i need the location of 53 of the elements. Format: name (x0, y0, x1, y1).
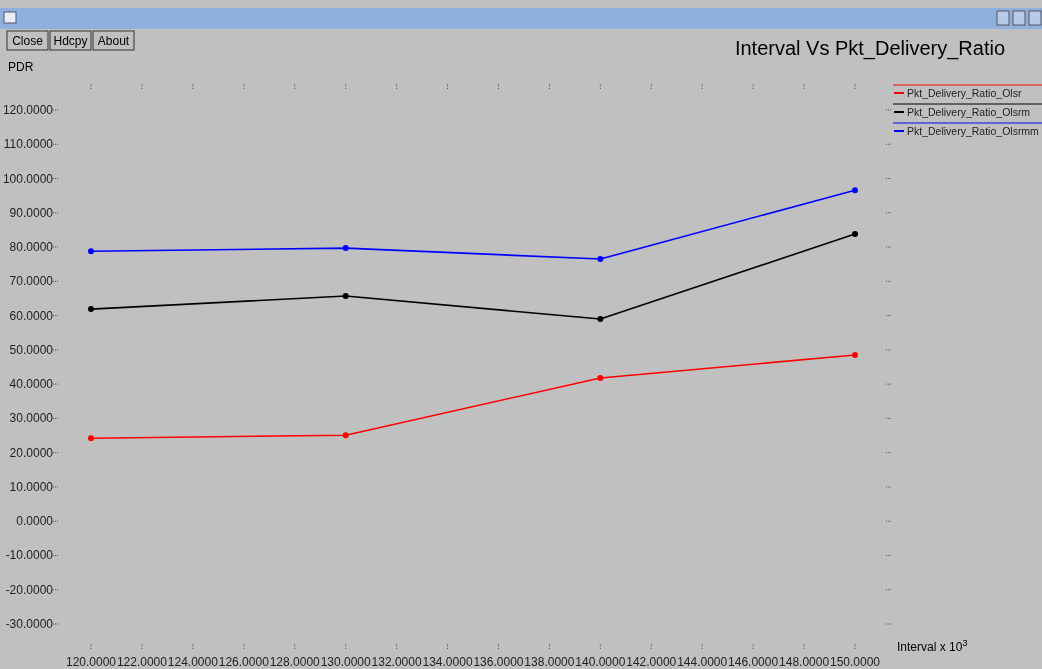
y-tick-label: 70.0000 (9, 274, 54, 289)
x-tick-label: 130.0000 (320, 655, 372, 669)
point (88, 435, 94, 442)
x-tick-label: 136.0000 (473, 655, 524, 669)
y-tick-label: 110.0000 (3, 137, 54, 152)
y-tick-label: -20.0000 (5, 582, 54, 597)
x-tick-label: 150.0000 (829, 655, 881, 669)
point (597, 256, 604, 263)
point (852, 187, 858, 194)
x-tick-label: 120.0000 (65, 655, 117, 669)
y-tick-label: -10.0000 (5, 548, 54, 563)
x-tick-label: 140.0000 (575, 655, 626, 669)
x-tick-label: 128.0000 (269, 655, 321, 669)
button: About (92, 30, 135, 51)
x-tick-label: 134.0000 (422, 655, 473, 669)
y-tick-label: 90.0000 (9, 205, 54, 220)
x-tick-label: 124.0000 (167, 655, 219, 669)
y-axis-title: PDR (8, 60, 34, 74)
y-tick-label: 30.0000 (9, 411, 54, 426)
button: Close (6, 30, 49, 51)
y-tick-label: 10.0000 (9, 479, 54, 494)
y-tick-label: 120.0000 (2, 103, 54, 117)
y-tick-label: 20.0000 (9, 445, 54, 460)
y-tick-label: 80.0000 (9, 240, 54, 255)
point (342, 293, 349, 300)
x-tick-label: 146.0000 (728, 655, 779, 669)
point (597, 316, 604, 323)
x-tick-label: 132.0000 (371, 655, 422, 669)
x-tick-label: 148.0000 (779, 655, 830, 669)
point (852, 352, 858, 359)
point (342, 245, 349, 252)
x-tick-label: 122.0000 (116, 655, 168, 669)
legend-label: Pkt_Delivery_Ratio_Olsrmm (907, 125, 1040, 137)
x-axis-title: Interval x 10$^{3}$ (897, 638, 968, 654)
point (852, 231, 858, 238)
x-tick-label: 138.0000 (524, 655, 575, 669)
y-tick-label: 60.0000 (9, 308, 54, 323)
legend-label: Pkt_Delivery_Ratio_Olsr (907, 87, 1022, 99)
legend-label: Pkt_Delivery_Ratio_Olsrm (907, 106, 1031, 118)
button: Hdcpy (49, 30, 92, 51)
y-tick-label: 100.0000 (2, 171, 54, 186)
y-tick-label: 40.0000 (9, 377, 54, 392)
y-tick-label: 50.0000 (9, 342, 54, 357)
point (597, 374, 604, 381)
chart-title: Interval Vs Pkt_Delivery_Ratio (734, 37, 1006, 60)
x-tick-label: 126.0000 (218, 655, 270, 669)
point (88, 248, 94, 255)
x-tick-label: 144.0000 (677, 655, 728, 669)
y-tick-label: 0.0000 (16, 514, 54, 529)
point (88, 306, 94, 313)
y-tick-label: -30.0000 (5, 617, 54, 631)
point (342, 432, 349, 439)
x-tick-label: 142.0000 (626, 655, 677, 669)
